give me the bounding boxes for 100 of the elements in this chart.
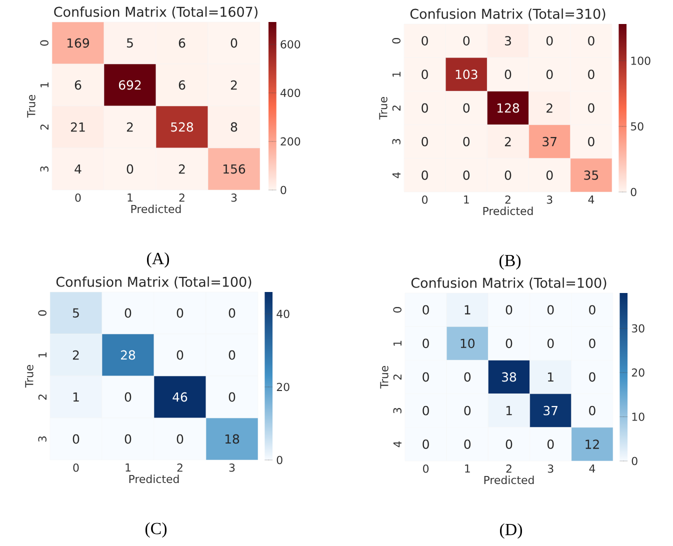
y-tick-label: 2 [392,106,400,111]
x-tick-label: 3 [546,196,552,204]
data-label: 528 [171,122,194,132]
text: (B) [499,254,521,270]
data-label: 0 [463,136,470,146]
data-label: 0 [230,38,238,48]
data-label: 2 [230,80,237,90]
y-axis-title: True [25,364,34,388]
data-label: 2 [504,136,511,146]
x-tick-label: 0 [75,194,81,202]
x-tick-label: 1 [465,464,470,473]
data-label: 1 [548,372,554,382]
data-label: 38 [502,372,516,382]
data-label: 37 [542,136,556,146]
chart-title: Confusion Matrix (Total=100) [411,278,606,290]
data-label: 128 [497,103,520,113]
color-bar-label: 200 [280,137,300,146]
x-axis-title: Predicted [483,206,533,216]
y-tick-label: 0 [392,38,400,44]
data-label: 0 [588,36,594,46]
color-bar-label: 0 [276,456,282,464]
color-bar-label: 20 [276,382,290,392]
y-axis-title: True [380,366,388,389]
data-label: 0 [506,439,512,449]
x-tick-label: 3 [548,464,554,473]
y-tick-label: 2 [393,374,402,380]
data-label: 0 [176,350,184,360]
x-tick-label: 3 [229,464,235,472]
data-label: 0 [72,434,80,444]
data-label: 8 [230,122,238,132]
data-label: 2 [126,122,133,132]
y-tick-label: 1 [394,340,402,346]
data-label: 6 [178,38,186,48]
data-label: 10 [460,338,474,348]
data-label: 0 [589,406,596,416]
data-label: 21 [70,122,85,132]
data-label: 0 [464,439,471,449]
data-label: 0 [124,308,132,318]
data-label: 1 [464,305,470,314]
color-bar-label: 100 [631,56,650,65]
y-tick-label: 1 [392,72,400,77]
data-label: 692 [118,80,141,90]
data-label: 0 [506,305,512,315]
y-tick-label: 3 [393,408,402,414]
data-label: 0 [422,372,429,382]
y-tick-label: 3 [38,436,46,442]
data-label: 0 [504,70,512,80]
data-label: 0 [124,434,132,444]
data-label: 0 [422,406,429,416]
x-axis-title: Predicted [129,474,179,484]
data-label: 1 [506,406,512,416]
y-tick-label: 4 [394,441,402,448]
data-label: 0 [588,136,594,146]
y-tick-label: 3 [392,138,400,144]
color-bar-label: 600 [280,40,300,48]
data-label: 0 [422,305,429,315]
x-tick-label: 0 [422,196,428,204]
y-tick-label: 2 [40,124,48,130]
data-label: 0 [463,103,470,113]
data-label: 37 [544,406,558,416]
x-tick-label: 0 [423,464,429,473]
data-label: 2 [178,164,185,174]
data-label: 0 [422,103,428,113]
data-label: 5 [126,38,133,48]
data-label: 0 [228,350,236,360]
data-label: 0 [506,338,512,348]
data-label: 0 [547,305,554,315]
text: (C) [145,522,167,538]
data-label: 0 [463,36,470,46]
data-label: 0 [588,103,594,113]
y-tick-label: 1 [38,352,46,358]
data-label: 0 [422,36,428,46]
y-tick-label: 2 [38,394,46,400]
y-axis-title: True [27,94,36,118]
data-label: 0 [547,439,554,449]
data-label: 2 [72,350,79,360]
color-bar-label: 30 [632,324,644,333]
data-label: 0 [176,308,184,318]
y-tick-label: 3 [40,166,48,172]
data-label: 3 [504,36,511,46]
y-tick-label: 1 [40,82,48,88]
data-label: 0 [422,170,428,180]
y-tick-label: 0 [40,40,48,46]
data-label: 4 [74,164,82,174]
data-label: 0 [589,372,596,382]
data-label: 5 [72,308,79,318]
color-bar-label: 0 [630,188,636,196]
data-label: 35 [584,170,598,180]
color-bar-label: 0 [280,186,286,194]
y-tick-label: 4 [392,172,400,178]
data-label: 0 [504,170,512,180]
y-tick-label: 0 [38,310,46,316]
data-label: 0 [464,406,471,416]
data-label: 6 [74,80,82,90]
x-tick-label: 2 [177,464,182,472]
data-label: 0 [422,70,428,80]
color-bar-label: 40 [276,310,290,318]
data-label: 18 [225,434,240,444]
data-label: 0 [422,136,428,146]
x-tick-label: 1 [128,194,132,202]
